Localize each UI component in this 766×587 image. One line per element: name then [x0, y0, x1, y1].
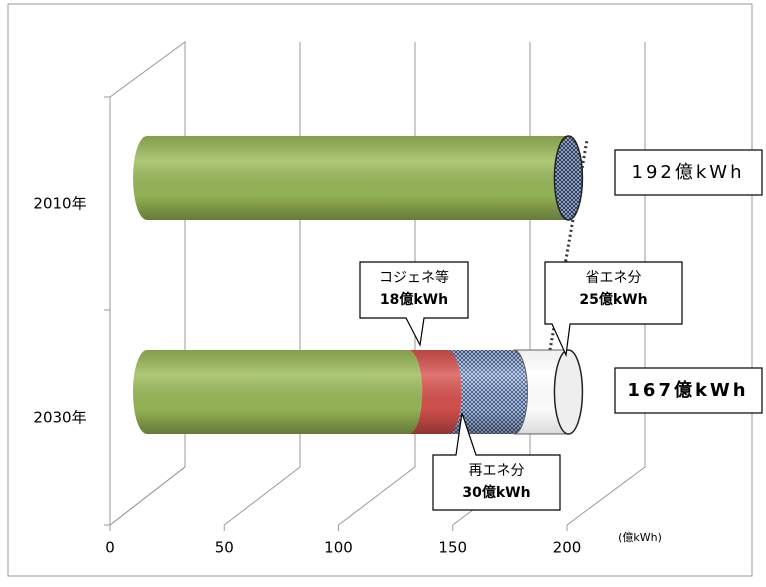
callout-renew-box	[432, 412, 561, 511]
callout-renew-text: 再エネ分	[469, 463, 525, 479]
callout-cogen-box	[359, 261, 469, 347]
total-box	[614, 367, 763, 414]
callout-cogen-text: 18億kWh	[380, 291, 448, 308]
x-tick-label: 100	[324, 539, 353, 557]
bar-end-cap	[553, 135, 584, 221]
left-wall	[109, 41, 186, 526]
bar-shading	[133, 350, 423, 434]
bar-shading	[447, 350, 528, 434]
total-box	[614, 149, 763, 196]
bar-end-cap	[553, 349, 584, 435]
total-label: 192億kWh	[632, 162, 745, 183]
callout-renew-text: 30億kWh	[462, 484, 530, 501]
category-label: 2030年	[33, 409, 86, 427]
bar-shading	[408, 350, 462, 434]
bar-shading	[133, 136, 583, 220]
y-ticks	[104, 96, 110, 526]
x-unit: (億kWh)	[618, 531, 662, 544]
callout-saving-text: 25億kWh	[579, 291, 647, 308]
chart-border	[7, 3, 753, 577]
callout-saving-text: 省エネ分	[586, 270, 642, 286]
callout-saving-box	[544, 261, 683, 358]
grid-line	[109, 42, 186, 526]
callout-cogen-text: コジェネ等	[379, 269, 449, 286]
x-tick-label: 150	[438, 539, 467, 557]
x-tick-label: 50	[215, 539, 234, 557]
grid-line	[223, 42, 301, 526]
x-tick-label: 200	[553, 539, 582, 557]
total-label: 167億kWh	[627, 379, 748, 401]
category-label: 2010年	[33, 195, 86, 213]
x-tick-label: 0	[105, 539, 115, 557]
